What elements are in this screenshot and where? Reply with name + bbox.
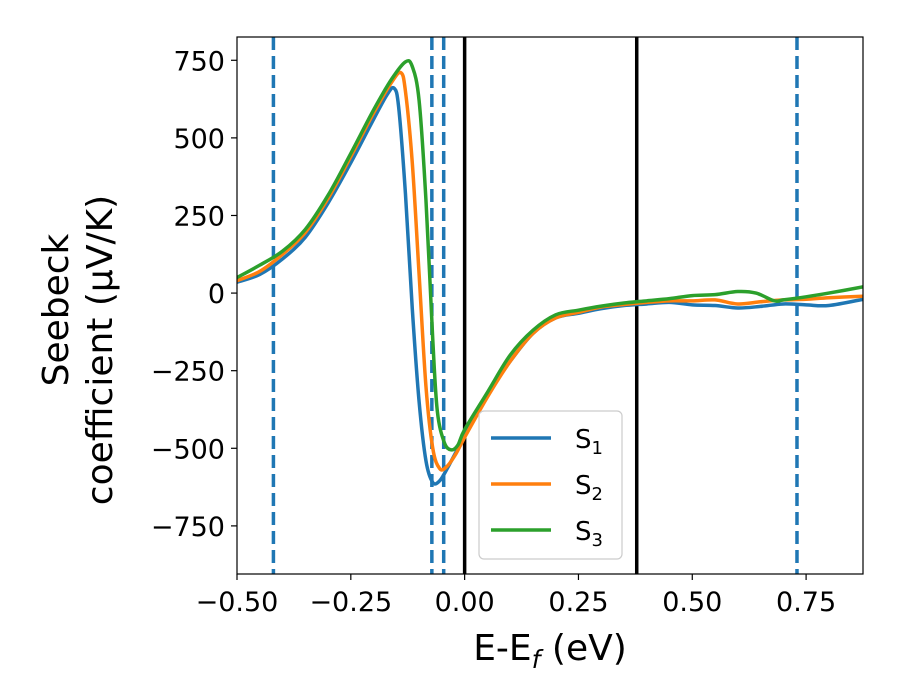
x-tick-label: 0.00 [435, 587, 495, 618]
y-tick-label: −500 [151, 434, 225, 465]
legend-label-s1: S1 [575, 425, 603, 459]
y-tick-label: −250 [151, 357, 225, 388]
x-tick-label: −0.50 [196, 587, 279, 618]
legend: S1 S2 S3 [478, 410, 623, 560]
y-tick-label: 750 [173, 46, 225, 77]
x-tick-label: −0.25 [309, 587, 392, 618]
y-tick-label: −750 [151, 512, 225, 543]
series-lines [237, 58, 863, 486]
plot-frame [236, 36, 864, 575]
legend-label-s2: S2 [575, 471, 603, 505]
x-axis-title: E-Ef (eV) [473, 628, 627, 674]
y-axis: −750 −500 −250 0 250 500 750 [151, 46, 237, 543]
x-tick-label: 0.25 [548, 587, 608, 618]
y-tick-label: 500 [173, 124, 225, 155]
x-tick-label: 0.50 [662, 587, 722, 618]
y-tick-label: 250 [173, 201, 225, 232]
y-axis-title-line2: coefficient (μV/K) [80, 195, 121, 505]
legend-label-s3: S3 [575, 517, 603, 551]
x-tick-label: 0.75 [776, 587, 836, 618]
y-axis-title-line1: Seebeck [36, 233, 77, 386]
series-line-s3 [237, 58, 863, 452]
y-tick-label: 0 [208, 279, 225, 310]
x-axis: −0.50 −0.25 0.00 0.25 0.50 0.75 [196, 574, 836, 618]
